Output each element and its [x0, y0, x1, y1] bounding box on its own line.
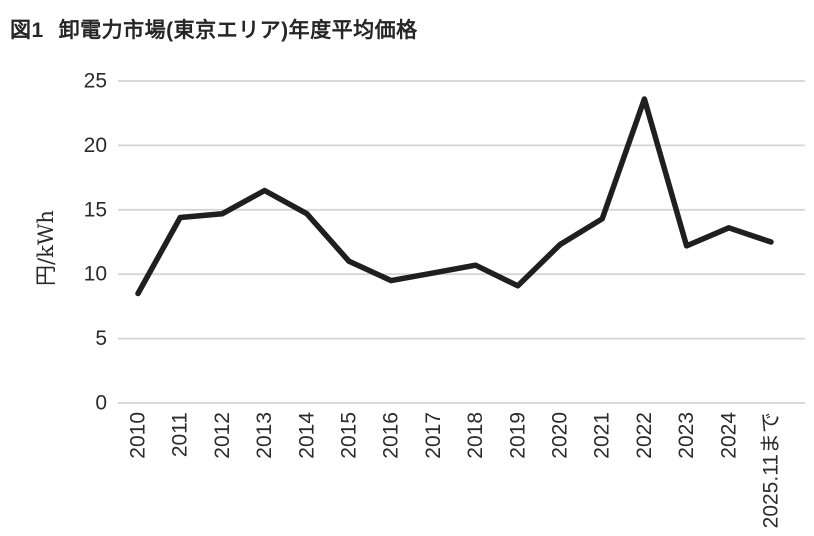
x-tick-label: 2017 [422, 412, 445, 459]
x-tick-label: 2024 [717, 412, 740, 459]
x-tick-label: 2018 [464, 412, 487, 459]
y-tick-label: 25 [84, 70, 107, 93]
x-tick-label: 2022 [633, 412, 656, 459]
y-axis-unit-label: 円/kWh [34, 210, 58, 286]
x-tick-label: 2015 [338, 412, 361, 459]
x-tick-label: 2014 [295, 412, 318, 459]
x-tick-label: 2012 [211, 412, 234, 459]
y-tick-label: 15 [84, 198, 107, 221]
x-tick-label: 2021 [591, 412, 614, 459]
figure-title: 図1 卸電力市場(東京エリア)年度平均価格 [10, 19, 418, 42]
y-tick-label: 10 [84, 263, 107, 286]
x-tick-label: 2020 [549, 412, 572, 459]
figure-label: 図1 [10, 19, 44, 42]
figure-title-text: 卸電力市場(東京エリア)年度平均価格 [58, 19, 418, 42]
y-tick-label: 20 [84, 134, 107, 157]
y-tick-label: 5 [95, 327, 107, 350]
x-tick-label: 2025.11まで [760, 412, 783, 528]
x-tick-label: 2016 [380, 412, 403, 459]
x-tick-label: 2011 [169, 412, 192, 457]
y-tick-label: 0 [95, 392, 107, 415]
x-tick-label: 2023 [675, 412, 698, 459]
x-tick-label: 2010 [127, 412, 150, 459]
price-series-line [135, 96, 774, 297]
x-tick-label: 2019 [506, 412, 529, 459]
x-tick-label: 2013 [253, 412, 276, 459]
